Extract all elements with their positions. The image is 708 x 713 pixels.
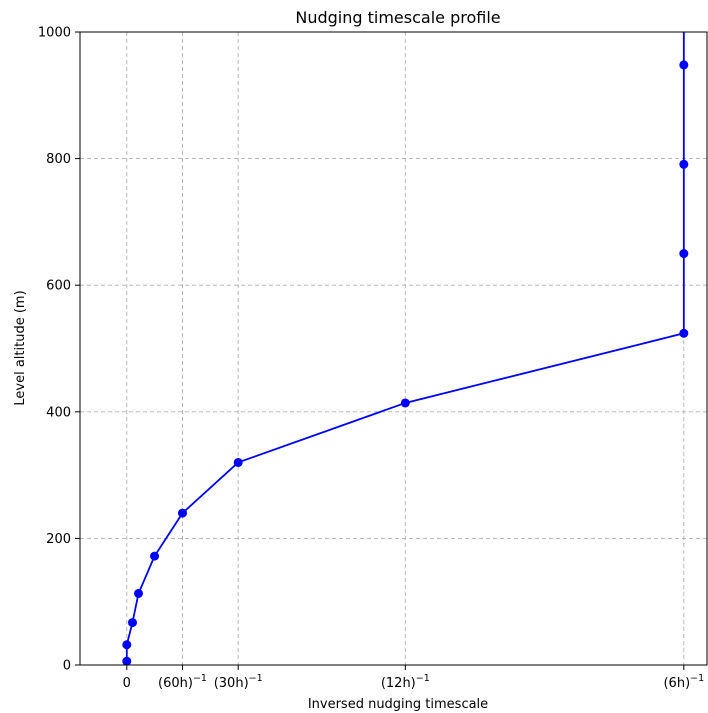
- y-tick-label: 400: [46, 405, 71, 420]
- x-axis: 0 (60h)−1 (30h)−1 (12h)−1 (6h)−1: [123, 665, 704, 691]
- grid: [80, 31, 707, 666]
- data-point: [122, 656, 132, 665]
- data-point: [400, 398, 410, 408]
- chart-title: Nudging timescale profile: [295, 8, 500, 27]
- data-point: [133, 588, 143, 598]
- y-tick-label: 200: [46, 532, 71, 547]
- data-point: [177, 508, 187, 518]
- series-group: [122, 32, 689, 665]
- y-tick-label: 1000: [38, 26, 71, 41]
- x-tick-label: 0: [123, 676, 131, 691]
- x-tick-label: (30h)−1: [214, 673, 263, 691]
- data-point: [122, 640, 132, 650]
- data-point: [679, 60, 689, 70]
- data-point: [679, 159, 689, 169]
- data-point: [679, 249, 689, 259]
- y-tick-label: 0: [63, 659, 71, 674]
- plot-frame: [79, 31, 708, 666]
- data-point: [233, 457, 243, 467]
- data-point: [127, 618, 137, 628]
- data-point: [679, 328, 689, 338]
- x-axis-label: Inversed nudging timescale: [308, 697, 488, 712]
- y-axis: 0 200 400 600 800 1000: [38, 26, 80, 674]
- data-point: [150, 551, 160, 561]
- y-axis-label: Level altitude (m): [13, 290, 28, 405]
- x-tick-label: (6h)−1: [663, 673, 704, 691]
- y-tick-label: 600: [46, 279, 71, 294]
- x-tick-label: (12h)−1: [381, 673, 430, 691]
- x-tick-label: (60h)−1: [158, 673, 207, 691]
- y-tick-label: 800: [46, 152, 71, 167]
- series-layer: [122, 32, 689, 665]
